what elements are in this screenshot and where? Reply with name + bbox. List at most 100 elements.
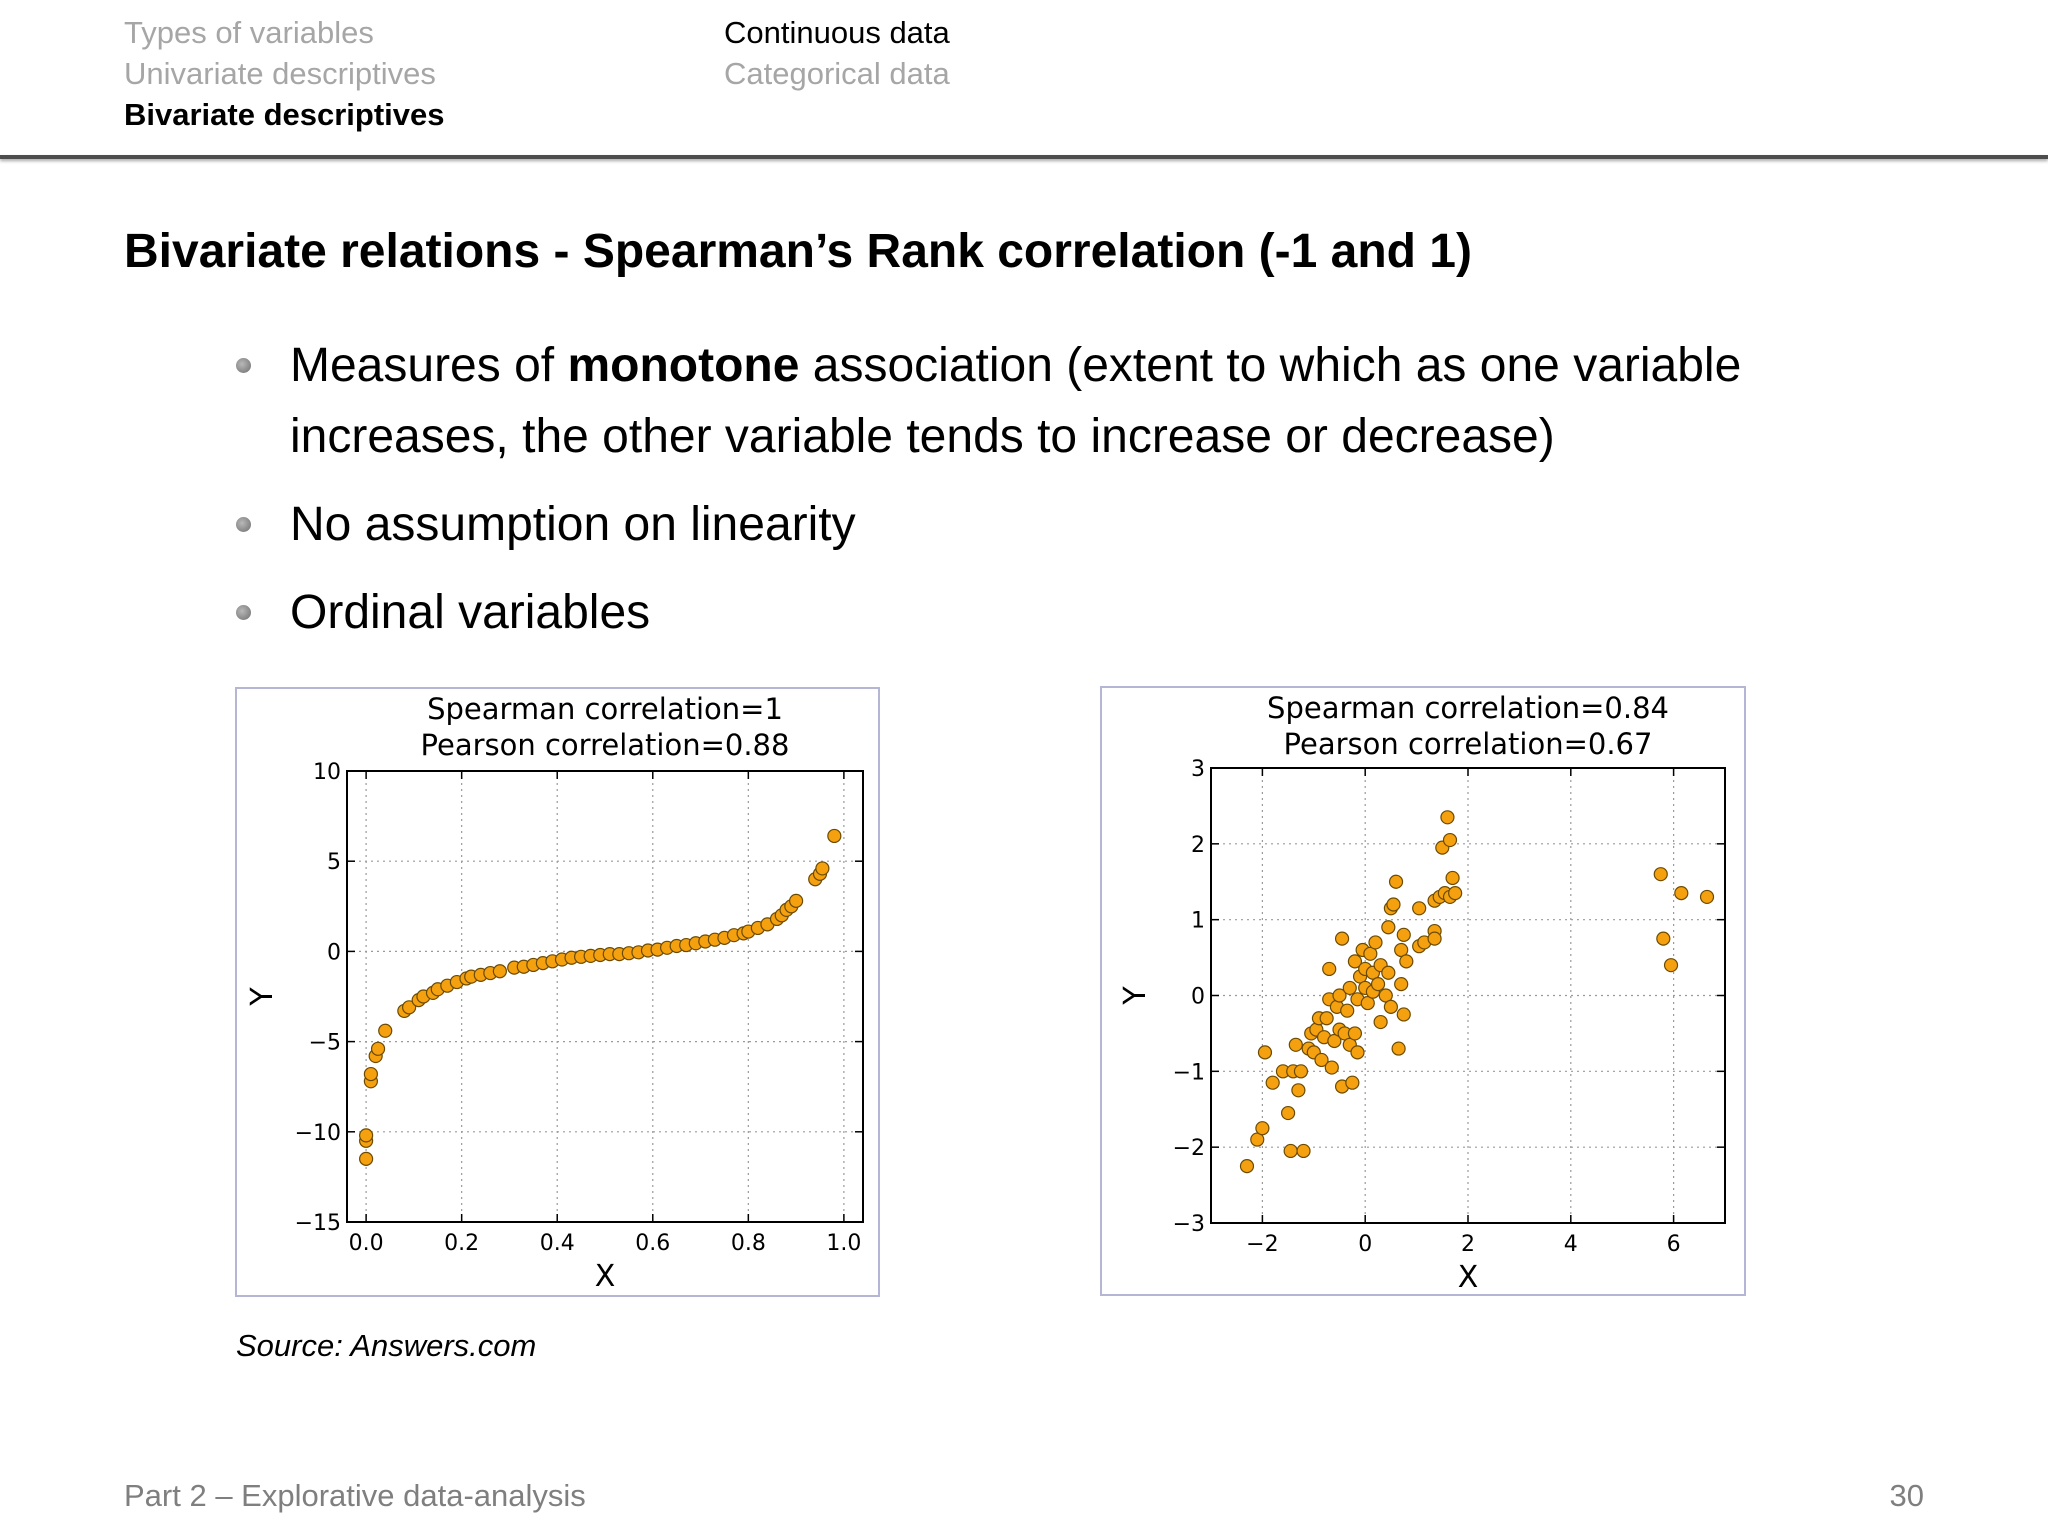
bullet-text-post: association (extent to which as one vari… <box>290 339 1742 463</box>
x-tick-label: 2 <box>1461 1232 1475 1257</box>
data-point <box>1293 1064 1309 1079</box>
data-point <box>370 1041 386 1056</box>
data-point <box>1699 889 1715 905</box>
y-tick-label: 5 <box>327 850 341 875</box>
data-point <box>1394 977 1409 992</box>
bullet-text: No assumption on linearity <box>290 498 856 551</box>
data-point <box>1296 1143 1311 1159</box>
data-point <box>1314 1052 1329 1068</box>
x-tick-label: 0 <box>1358 1232 1372 1257</box>
y-tick-label: 10 <box>313 760 341 785</box>
data-point <box>1388 874 1404 889</box>
data-point <box>1340 1003 1355 1018</box>
data-point <box>827 828 842 844</box>
data-point <box>1332 988 1347 1003</box>
data-point <box>1396 927 1411 942</box>
bullet-icon <box>236 358 251 373</box>
data-point <box>378 1023 393 1038</box>
data-point <box>359 1128 374 1143</box>
x-tick-label: 6 <box>1667 1232 1681 1257</box>
footer-part-label: Part 2 – Explorative data-analysis <box>124 1478 586 1513</box>
scatter-chart-left: 0.0 0.2 0.4 0.6 0.8 1.0 10 5 0 −5 −10 −15 Spearman c… <box>235 687 880 1297</box>
data-point <box>1653 867 1668 882</box>
y-tick-label: 0 <box>1191 985 1205 1010</box>
data-point <box>789 893 804 908</box>
x-tick-label: 1.0 <box>826 1231 861 1256</box>
section-nav: Types of variables Univariate descriptiv… <box>124 12 445 135</box>
nav-item-univariate-descriptives[interactable]: Univariate descriptives <box>124 56 436 91</box>
nav-item-bivariate-descriptives[interactable]: Bivariate descriptives <box>124 97 445 132</box>
data-point <box>1291 1083 1306 1098</box>
y-tick-label: −10 <box>295 1121 341 1146</box>
data-point <box>1381 965 1396 980</box>
data-point <box>359 1151 374 1166</box>
bullet-text: Ordinal variables <box>290 586 651 639</box>
y-axis-label: Y <box>1118 986 1153 1006</box>
data-point <box>1319 1011 1334 1026</box>
x-tick-label: 0.0 <box>349 1231 384 1256</box>
data-point <box>1383 999 1398 1014</box>
data-point <box>1674 886 1689 901</box>
data-point <box>1448 886 1463 901</box>
data-point <box>363 1066 378 1082</box>
chart-title: Spearman correlation=1 <box>427 692 783 726</box>
bullet-item: Ordinal variables <box>236 577 1876 648</box>
x-tick-label: 0.2 <box>444 1231 479 1256</box>
data-point <box>1350 1045 1365 1060</box>
bullet-icon <box>236 605 251 620</box>
x-axis-label: X <box>1458 1260 1479 1295</box>
data-point <box>1283 1143 1298 1159</box>
data-point <box>1334 931 1350 946</box>
data-point <box>1347 1026 1363 1041</box>
data-point <box>1656 931 1671 946</box>
bullet-icon <box>236 517 251 532</box>
data-point <box>1442 832 1458 848</box>
data-point <box>1373 1014 1388 1030</box>
plot-frame <box>346 770 864 1223</box>
x-tick-label: −2 <box>1246 1232 1278 1257</box>
y-tick-label: −5 <box>309 1031 341 1056</box>
data-point <box>1347 954 1363 969</box>
scatter-plot-svg-right: −2 0 2 4 6 3 2 1 0 −1 −2 −3 Spearman correlation=0.8… <box>1118 691 1726 1295</box>
nav-item-continuous-data[interactable]: Continuous data <box>724 15 950 50</box>
bullet-item: Measures of monotone association (extent… <box>236 330 1876 472</box>
data-point <box>492 964 507 979</box>
chart-title: Spearman correlation=0.84 <box>1267 691 1669 725</box>
x-axis-label: X <box>595 1259 616 1294</box>
bullet-list: Measures of monotone association (extent… <box>236 330 1876 665</box>
bullet-item: No assumption on linearity <box>236 489 1876 560</box>
data-point <box>402 1000 417 1015</box>
data-point <box>1399 954 1414 969</box>
data-point <box>1255 1121 1270 1136</box>
nav-item-types-of-variables[interactable]: Types of variables <box>124 15 374 50</box>
data-point <box>1396 1007 1411 1022</box>
data-point <box>1239 1159 1255 1174</box>
header-divider <box>0 155 2048 159</box>
data-point <box>1288 1037 1303 1052</box>
bullet-text-pre: Measures of <box>290 339 568 392</box>
data-point <box>1281 1105 1296 1121</box>
data-point <box>1412 901 1427 916</box>
subsection-nav: Continuous data Categorical data <box>724 12 950 94</box>
chart-subtitle: Pearson correlation=0.67 <box>1284 727 1653 761</box>
data-point <box>1368 935 1383 950</box>
data-point <box>1322 961 1337 977</box>
data-point <box>1324 1060 1339 1075</box>
bullet-text-bold: monotone <box>567 339 800 392</box>
y-tick-label: −2 <box>1173 1136 1205 1161</box>
x-tick-label: 4 <box>1564 1232 1578 1257</box>
source-caption: Source: Answers.com <box>236 1328 537 1363</box>
x-tick-label: 0.4 <box>540 1231 575 1256</box>
data-point <box>1370 977 1386 992</box>
y-tick-label: −15 <box>295 1211 341 1236</box>
data-point <box>1381 920 1396 935</box>
y-tick-label: −1 <box>1173 1060 1205 1085</box>
x-tick-label: 0.6 <box>635 1231 670 1256</box>
nav-item-categorical-data[interactable]: Categorical data <box>724 56 950 91</box>
y-tick-label: 0 <box>327 940 341 965</box>
data-point <box>1342 980 1357 996</box>
data-point <box>1257 1045 1273 1060</box>
data-point <box>1427 931 1442 946</box>
slide-title: Bivariate relations - Spearman’s Rank co… <box>124 225 1472 278</box>
y-tick-label: 2 <box>1191 833 1205 858</box>
